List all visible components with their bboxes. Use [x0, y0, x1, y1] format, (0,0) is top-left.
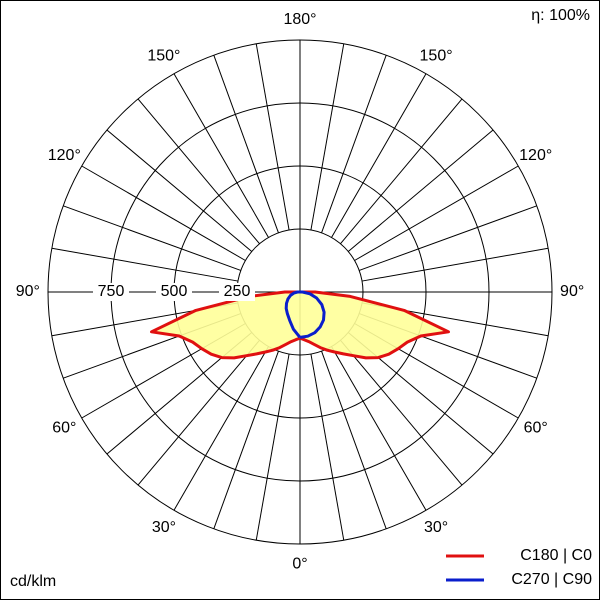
- spoke: [310, 353, 345, 541]
- spoke: [173, 346, 269, 511]
- angle-label: 90°: [16, 283, 40, 300]
- r-tick-label: 750: [98, 283, 125, 300]
- angle-label: 90°: [560, 283, 584, 300]
- spoke: [361, 247, 549, 282]
- spoke: [255, 353, 290, 541]
- series-curve: [150, 290, 301, 360]
- spoke: [340, 98, 463, 245]
- spoke: [331, 346, 427, 511]
- spoke: [137, 339, 260, 486]
- series-curve: [284, 290, 302, 339]
- spoke: [340, 339, 463, 486]
- tick-label-bg: [219, 283, 255, 301]
- angle-label: 180°: [283, 11, 316, 28]
- spoke: [213, 351, 279, 529]
- angle-label: 0°: [292, 555, 307, 572]
- r-tick-label: 500: [161, 283, 188, 300]
- tick-label-bg: [156, 283, 192, 301]
- spoke: [106, 129, 253, 252]
- spoke: [354, 165, 519, 261]
- angle-label: 120°: [48, 147, 81, 164]
- efficiency: η: 100%: [531, 7, 590, 24]
- legend-label: C180 | C0: [520, 547, 592, 564]
- angle-label: 150°: [420, 48, 453, 65]
- spoke: [347, 129, 494, 252]
- spoke: [331, 73, 427, 238]
- spoke: [63, 205, 241, 271]
- series-curve: [299, 290, 326, 339]
- series-curve: [299, 290, 450, 360]
- legend-label: C270 | C90: [511, 571, 592, 588]
- spoke: [213, 55, 279, 233]
- spoke: [137, 98, 260, 245]
- angle-label: 30°: [424, 519, 448, 536]
- angle-label: 120°: [519, 147, 552, 164]
- spoke: [51, 247, 239, 282]
- spoke: [359, 205, 537, 271]
- spoke: [321, 55, 387, 233]
- angle-label: 150°: [147, 48, 180, 65]
- r-tick-label: 250: [224, 283, 251, 300]
- spoke: [81, 165, 246, 261]
- spoke: [321, 351, 387, 529]
- spoke: [255, 43, 290, 231]
- angle-label: 60°: [524, 419, 548, 436]
- spoke: [173, 73, 269, 238]
- angle-label: 60°: [52, 419, 76, 436]
- angle-label: 30°: [152, 519, 176, 536]
- spoke: [310, 43, 345, 231]
- unit-label: cd/klm: [10, 573, 56, 590]
- tick-label-bg: [93, 283, 129, 301]
